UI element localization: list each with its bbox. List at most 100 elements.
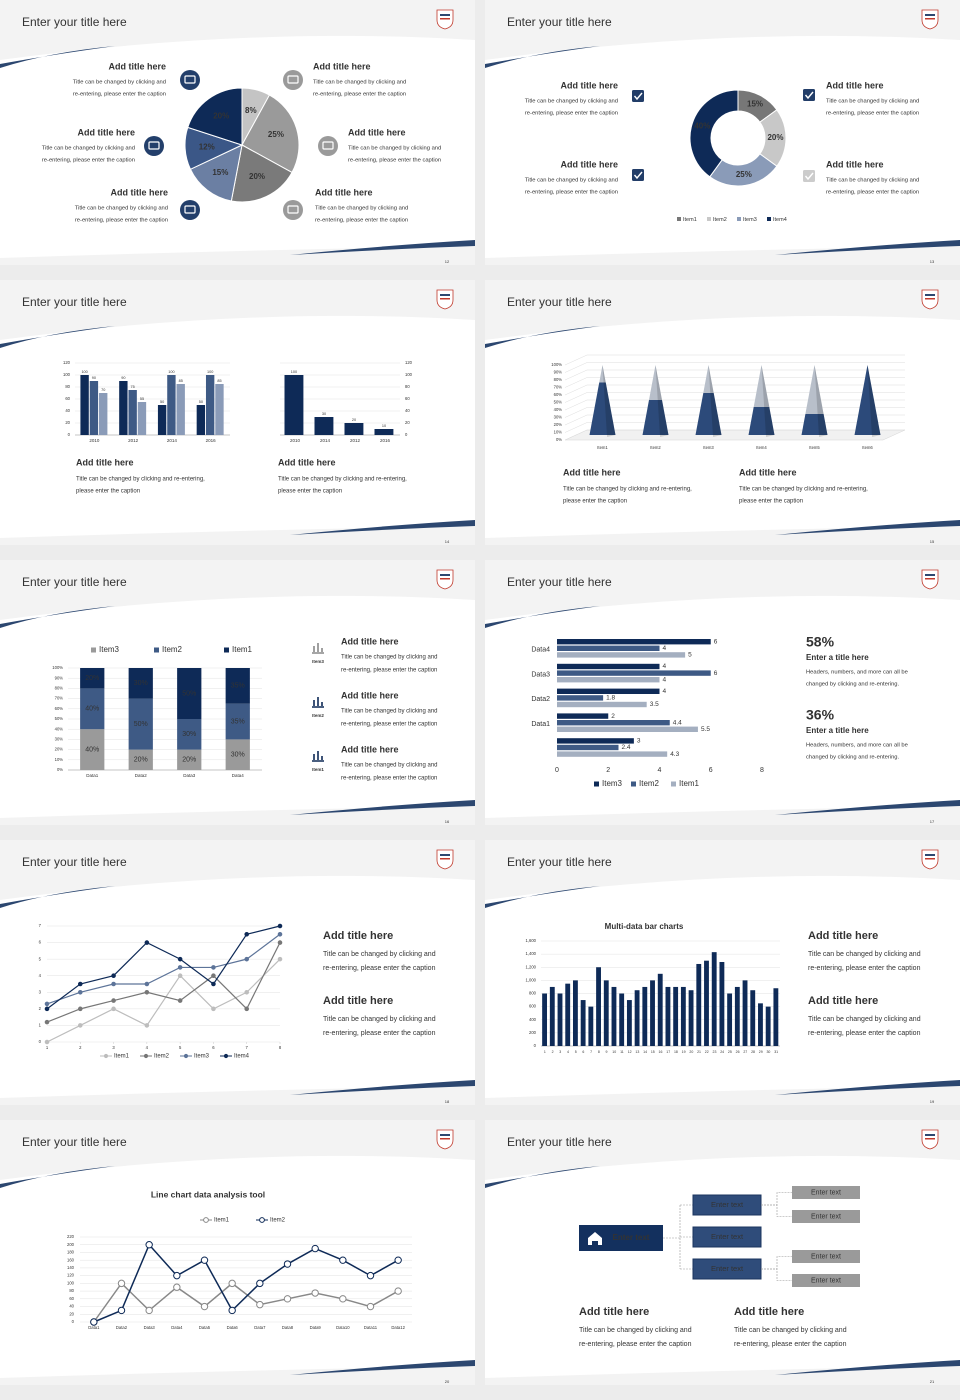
item-caption: Title can be changed by clicking and <box>323 951 436 958</box>
bar <box>773 988 779 1046</box>
node-label: Enter text <box>811 1213 841 1220</box>
bar <box>557 639 711 645</box>
legend-label: Item2 <box>154 1054 170 1060</box>
logo-bar <box>440 574 450 576</box>
pyramid-segment <box>801 414 828 435</box>
x-tick-label: 7 <box>246 1045 249 1050</box>
point <box>394 1287 402 1295</box>
bar-segment <box>80 688 105 730</box>
item-caption: re-entering, please enter the caption <box>525 190 618 196</box>
bar <box>374 429 394 435</box>
x-tick-label: Data3 <box>183 773 196 778</box>
bar <box>688 990 694 1046</box>
icon-label: Item2 <box>312 713 324 718</box>
bar-segment <box>80 729 105 770</box>
point <box>256 1300 264 1309</box>
page-number: 21 <box>930 1379 935 1384</box>
x-tick-label: 2012 <box>350 438 361 443</box>
bar <box>557 993 563 1046</box>
x-tick-label: Item3 <box>703 445 714 450</box>
item-caption: Title can be changed by clicking and <box>579 1327 692 1334</box>
data-label: 90 <box>121 376 125 380</box>
y-tick-label: 1 <box>39 1023 42 1028</box>
data-label: 6 <box>714 670 718 677</box>
stat-title: Enter a title here <box>806 726 869 735</box>
series-line <box>46 958 281 1043</box>
x-tick-label: 22 <box>705 1050 709 1054</box>
logo-bar <box>440 294 450 296</box>
page-number: 20 <box>445 1379 450 1384</box>
y-tick-label: 80% <box>55 686 64 691</box>
pyramid-shade <box>814 365 828 437</box>
node-label: Enter text <box>711 1200 744 1209</box>
bar <box>750 990 756 1046</box>
x-tick-label: Item6 <box>862 445 873 450</box>
item-title: Add title here <box>341 690 399 700</box>
point <box>366 1302 375 1311</box>
item-caption: Title can be changed by clicking and <box>525 178 618 184</box>
bar <box>572 980 578 1046</box>
item-title: Add title here <box>323 995 393 1007</box>
bar <box>314 417 334 435</box>
data-label: 10 <box>382 424 386 428</box>
y-tick-label: 10% <box>554 430 563 435</box>
data-label: 20% <box>213 112 229 121</box>
item-caption: please enter the caption <box>278 489 342 495</box>
x-tick-label: 2 <box>606 767 610 774</box>
grid-line <box>564 392 905 403</box>
item-caption: Title can be changed by clicking and <box>73 80 166 86</box>
item-caption: Title can be changed by clicking and <box>323 1016 436 1023</box>
bar <box>634 990 640 1046</box>
y-tick-label: 80 <box>69 1288 74 1293</box>
bar-segment <box>177 668 202 719</box>
swoosh <box>290 1360 475 1375</box>
item-title: Add title here <box>826 80 884 90</box>
legend-label: Item3 <box>743 217 757 223</box>
point <box>283 1295 292 1303</box>
item-caption: re-entering, please enter the caption <box>341 722 437 728</box>
x-tick-label: 25 <box>728 1050 732 1054</box>
item-title: Add title here <box>560 80 618 90</box>
data-label: 5.5 <box>701 726 710 733</box>
legend-marker <box>143 1053 149 1059</box>
bar <box>603 980 609 1046</box>
page-number: 16 <box>445 819 450 824</box>
icon-label: Item1 <box>312 767 324 772</box>
x-tick-label: 4 <box>658 767 662 774</box>
y-tick-label: 60 <box>405 396 410 401</box>
item-caption: re-entering, please enter the caption <box>579 1341 692 1348</box>
data-label: 1.8 <box>606 695 615 702</box>
icon-label: Item3 <box>312 659 324 664</box>
x-tick-label: 8 <box>279 1045 282 1050</box>
y-tick-label: 160 <box>67 1257 75 1262</box>
data-label: 100 <box>207 370 213 374</box>
point <box>144 981 150 987</box>
point <box>111 973 116 979</box>
y-tick-label: 1,000 <box>526 977 537 982</box>
legend-swatch <box>671 781 676 787</box>
legend-label: Item1 <box>232 645 253 654</box>
logo-bar <box>925 1138 935 1140</box>
x-tick-label: Item1 <box>597 445 608 450</box>
slide-title: Enter your title here <box>22 855 127 869</box>
x-tick-label: 17 <box>666 1050 670 1054</box>
x-tick-label: 18 <box>674 1050 678 1054</box>
bar-segment <box>128 698 153 750</box>
point <box>211 1006 216 1012</box>
bar <box>196 405 206 435</box>
bar <box>765 1006 771 1046</box>
item-caption: Title can be changed by clicking and re-… <box>278 477 407 483</box>
node-label: Enter text <box>613 1233 650 1242</box>
stat-caption: Headers, numbers, and more can all be <box>806 670 908 676</box>
legend-swatch <box>631 781 636 787</box>
slide-title: Enter your title here <box>22 575 127 589</box>
legend-marker <box>223 1053 229 1059</box>
y-tick-label: 0 <box>39 1039 42 1044</box>
x-tick-label: Data7 <box>254 1325 266 1330</box>
bar <box>557 652 686 658</box>
data-label: 30% <box>182 731 196 738</box>
icon <box>180 70 200 90</box>
bar <box>611 986 617 1046</box>
